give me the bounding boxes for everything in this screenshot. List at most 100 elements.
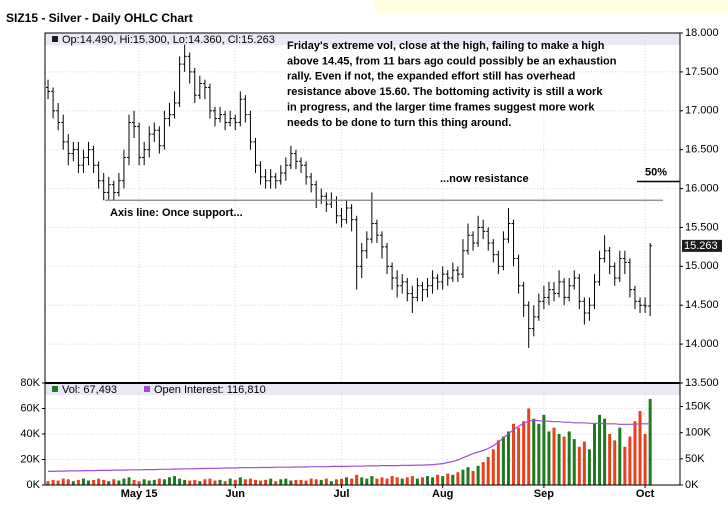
y-tick-label: 0K bbox=[27, 479, 41, 491]
volume-bar bbox=[598, 414, 602, 485]
volume-bar bbox=[112, 479, 116, 485]
y2-tick-label: 100K bbox=[685, 427, 711, 439]
volume-bar bbox=[506, 431, 510, 485]
volume-bar bbox=[567, 431, 571, 485]
volume-bar bbox=[370, 476, 374, 485]
volume-bar bbox=[517, 427, 521, 485]
x-tick-label: Oct bbox=[636, 488, 655, 500]
volume-bar bbox=[238, 477, 242, 485]
legend-swatch bbox=[52, 386, 58, 392]
volume-bar bbox=[587, 449, 591, 485]
y-tick-label: 20K bbox=[20, 453, 40, 465]
volume-bar bbox=[446, 473, 450, 485]
y-tick-label: 14.500 bbox=[685, 299, 719, 311]
top-banner bbox=[375, 0, 728, 13]
x-tick-label: May 15 bbox=[121, 488, 158, 500]
volume-bar bbox=[107, 481, 111, 485]
volume-bar bbox=[451, 474, 455, 485]
y-tick-label: 16.500 bbox=[685, 144, 719, 156]
legend-swatch bbox=[52, 36, 58, 42]
volume-bar bbox=[405, 477, 409, 485]
volume-bar bbox=[633, 421, 637, 485]
annotation-line: in progress, and the larger time frames … bbox=[287, 102, 595, 114]
y-tick-label: 60K bbox=[20, 402, 40, 414]
annotation-line: needs to be done to turn this thing arou… bbox=[287, 117, 511, 129]
x-tick-label: Jun bbox=[225, 488, 245, 500]
y-tick-label: 18.000 bbox=[685, 27, 719, 39]
annotation: Friday's extreme vol, close at the high,… bbox=[287, 40, 617, 129]
volume-bar bbox=[426, 476, 430, 485]
annotation-line: above 14.45, from 11 bars ago could poss… bbox=[287, 55, 617, 67]
last-value-box bbox=[682, 239, 722, 252]
volume-bar bbox=[71, 481, 75, 485]
x-tick-label: Jul bbox=[334, 488, 350, 500]
volume-bar bbox=[122, 478, 126, 485]
volume-bar bbox=[117, 480, 121, 485]
volume-bar bbox=[46, 481, 50, 485]
volume-bar bbox=[537, 423, 541, 485]
volume-bar bbox=[375, 478, 379, 485]
volume-bar bbox=[491, 449, 495, 485]
volume-bar bbox=[562, 436, 566, 485]
volume-bar bbox=[208, 478, 212, 485]
volume-bar bbox=[183, 479, 187, 485]
volume-bar bbox=[76, 479, 80, 485]
volume-bar bbox=[360, 477, 364, 485]
volume-bar bbox=[542, 414, 546, 485]
volume-bar bbox=[618, 427, 622, 485]
marks-layer bbox=[46, 44, 653, 485]
volume-bar bbox=[294, 479, 298, 485]
volume-bar bbox=[400, 478, 404, 485]
volume-bar bbox=[218, 479, 222, 485]
volume-bar bbox=[466, 467, 470, 485]
overlay-layer: 13.500 14.000 14.500 15.000 15.500 16.000 16.5… bbox=[20, 27, 722, 500]
volume-bar bbox=[66, 479, 70, 485]
volume-bar bbox=[527, 408, 531, 485]
volume-bar bbox=[147, 480, 151, 485]
volume-bar bbox=[496, 440, 500, 485]
volume-bar bbox=[613, 440, 617, 485]
volume-bar bbox=[51, 479, 55, 485]
volume-bar bbox=[355, 474, 359, 485]
volume-bar bbox=[253, 479, 257, 485]
volume-bar bbox=[279, 479, 283, 485]
volume-bar bbox=[436, 474, 440, 485]
volume-bar bbox=[557, 434, 561, 485]
volume-bar bbox=[213, 480, 217, 485]
volume-bar bbox=[420, 477, 424, 485]
volume-bar bbox=[92, 479, 96, 485]
y2-tick-label: 50K bbox=[685, 453, 705, 465]
volume-bar bbox=[410, 476, 414, 485]
volume-bar bbox=[329, 481, 333, 485]
annotation-line: resistance above 15.60. The bottoming ac… bbox=[287, 86, 603, 98]
volume-bar bbox=[441, 476, 445, 485]
volume-bar bbox=[345, 477, 349, 485]
volume-bar bbox=[269, 478, 273, 485]
volume-bar bbox=[603, 418, 607, 485]
volume-bar bbox=[582, 441, 586, 485]
volume-bar bbox=[289, 480, 293, 485]
volume-bar bbox=[142, 479, 146, 485]
volume-bar bbox=[264, 479, 268, 485]
volume-bar bbox=[309, 478, 313, 485]
annotation-line: Friday's extreme vol, close at the high,… bbox=[287, 40, 605, 52]
y2-tick-label: 0K bbox=[685, 479, 699, 491]
annotation: Axis line: Once support... bbox=[110, 207, 243, 219]
y-tick-label: 17.500 bbox=[685, 66, 719, 78]
last-value-label: 15.263 bbox=[684, 240, 718, 252]
volume-bar bbox=[61, 478, 65, 485]
y-tick-label: 16.000 bbox=[685, 182, 719, 194]
volume-bar bbox=[304, 480, 308, 485]
y-tick-label: 80K bbox=[20, 377, 40, 389]
volume-bar bbox=[259, 480, 263, 485]
legend-band bbox=[45, 33, 680, 45]
volume-bar bbox=[340, 478, 344, 485]
volume-bar bbox=[319, 479, 323, 485]
volume-bar bbox=[167, 477, 171, 485]
y-tick-label: 13.500 bbox=[685, 377, 719, 389]
volume-bar bbox=[456, 472, 460, 485]
volume-bar bbox=[127, 477, 131, 485]
volume-bar bbox=[608, 434, 612, 485]
volume-bar bbox=[415, 478, 419, 485]
